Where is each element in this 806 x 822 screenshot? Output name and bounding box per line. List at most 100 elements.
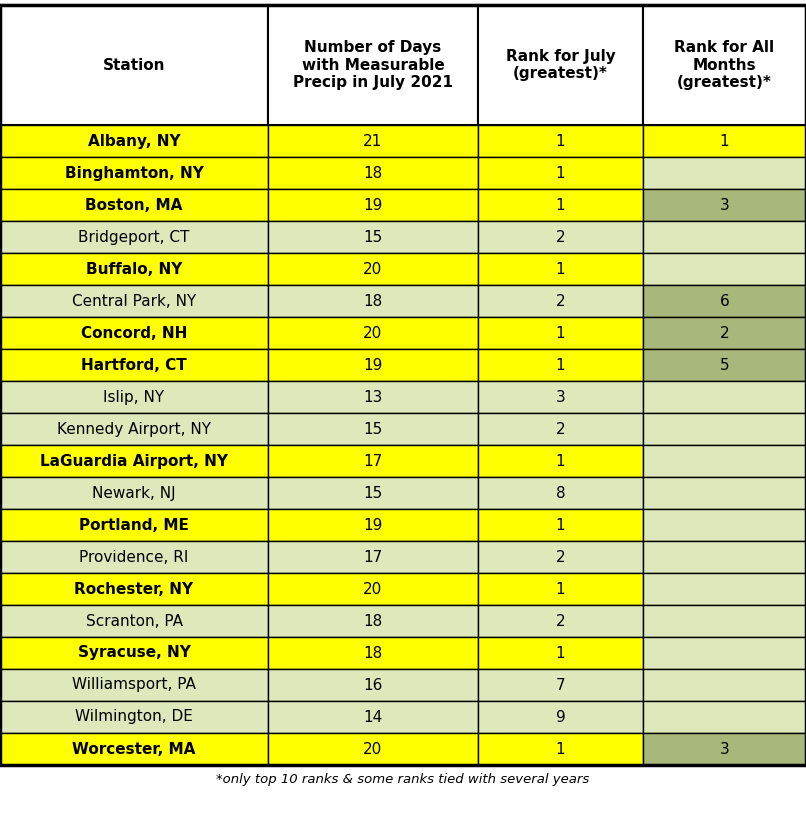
Text: 1: 1 [555, 133, 565, 149]
Bar [643, 317, 806, 349]
Text: LaGuardia Airport, NY: LaGuardia Airport, NY [40, 454, 228, 469]
Bar [0, 669, 268, 701]
Bar [643, 509, 806, 541]
Text: 2: 2 [555, 422, 565, 436]
Text: 1: 1 [555, 165, 565, 181]
Text: 9: 9 [555, 709, 565, 724]
Bar [478, 189, 643, 221]
Text: Bridgeport, CT: Bridgeport, CT [78, 229, 189, 244]
Bar [268, 125, 478, 157]
Text: 20: 20 [364, 581, 383, 597]
Bar [268, 157, 478, 189]
Bar [268, 445, 478, 477]
Bar [268, 669, 478, 701]
Bar [268, 509, 478, 541]
Bar [643, 701, 806, 733]
Bar [643, 125, 806, 157]
Bar [0, 637, 268, 669]
Text: 1: 1 [555, 358, 565, 372]
Bar [478, 573, 643, 605]
Bar [0, 221, 268, 253]
Bar [0, 605, 268, 637]
Bar [268, 605, 478, 637]
Bar [478, 605, 643, 637]
Text: Station: Station [102, 58, 165, 72]
Text: 18: 18 [364, 293, 383, 308]
Bar [643, 637, 806, 669]
Text: 18: 18 [364, 645, 383, 661]
Text: 1: 1 [555, 581, 565, 597]
Bar [643, 445, 806, 477]
Text: 15: 15 [364, 422, 383, 436]
Bar [478, 157, 643, 189]
Text: Boston, MA: Boston, MA [85, 197, 183, 213]
Bar [0, 157, 268, 189]
Bar [643, 285, 806, 317]
Bar [268, 637, 478, 669]
Bar [0, 381, 268, 413]
Bar [0, 445, 268, 477]
Bar [478, 253, 643, 285]
Bar [478, 413, 643, 445]
Text: Portland, ME: Portland, ME [79, 518, 189, 533]
Bar [478, 541, 643, 573]
Bar [0, 125, 268, 157]
Text: 7: 7 [555, 677, 565, 692]
Bar [643, 605, 806, 637]
Bar [0, 701, 268, 733]
Bar [268, 573, 478, 605]
Bar [0, 477, 268, 509]
Text: Wilmington, DE: Wilmington, DE [75, 709, 193, 724]
Text: 19: 19 [364, 197, 383, 213]
Text: Rank for All
Months
(greatest)*: Rank for All Months (greatest)* [675, 40, 775, 90]
Text: 16: 16 [364, 677, 383, 692]
Bar [268, 381, 478, 413]
Bar [478, 221, 643, 253]
Text: 18: 18 [364, 165, 383, 181]
Text: 19: 19 [364, 518, 383, 533]
Text: Newark, NJ: Newark, NJ [92, 486, 176, 501]
Bar [268, 541, 478, 573]
Bar [643, 5, 806, 125]
Text: Islip, NY: Islip, NY [103, 390, 164, 404]
Bar [0, 189, 268, 221]
Text: 2: 2 [555, 549, 565, 565]
Text: Binghamton, NY: Binghamton, NY [64, 165, 203, 181]
Bar [0, 253, 268, 285]
Bar [0, 285, 268, 317]
Text: 20: 20 [364, 741, 383, 756]
Text: Buffalo, NY: Buffalo, NY [85, 261, 182, 276]
Text: Number of Days
with Measurable
Precip in July 2021: Number of Days with Measurable Precip in… [293, 40, 453, 90]
Text: 8: 8 [555, 486, 565, 501]
Text: Providence, RI: Providence, RI [79, 549, 189, 565]
Bar [643, 477, 806, 509]
Bar [0, 573, 268, 605]
Bar [268, 733, 478, 765]
Text: 2: 2 [720, 326, 729, 340]
Bar [0, 733, 268, 765]
Bar [478, 5, 643, 125]
Text: 1: 1 [555, 454, 565, 469]
Text: 6: 6 [720, 293, 729, 308]
Bar [478, 509, 643, 541]
Text: 19: 19 [364, 358, 383, 372]
Text: 1: 1 [555, 645, 565, 661]
Bar [643, 669, 806, 701]
Text: 5: 5 [720, 358, 729, 372]
Bar [268, 349, 478, 381]
Text: 1: 1 [555, 261, 565, 276]
Text: 3: 3 [720, 741, 729, 756]
Bar [478, 317, 643, 349]
Bar [643, 349, 806, 381]
Text: Central Park, NY: Central Park, NY [72, 293, 196, 308]
Text: 2: 2 [555, 293, 565, 308]
Bar [268, 701, 478, 733]
Text: Williamsport, PA: Williamsport, PA [72, 677, 196, 692]
Text: 15: 15 [364, 229, 383, 244]
Bar [268, 5, 478, 125]
Bar [478, 125, 643, 157]
Bar [643, 157, 806, 189]
Text: 3: 3 [555, 390, 565, 404]
Text: Albany, NY: Albany, NY [88, 133, 181, 149]
Text: 20: 20 [364, 261, 383, 276]
